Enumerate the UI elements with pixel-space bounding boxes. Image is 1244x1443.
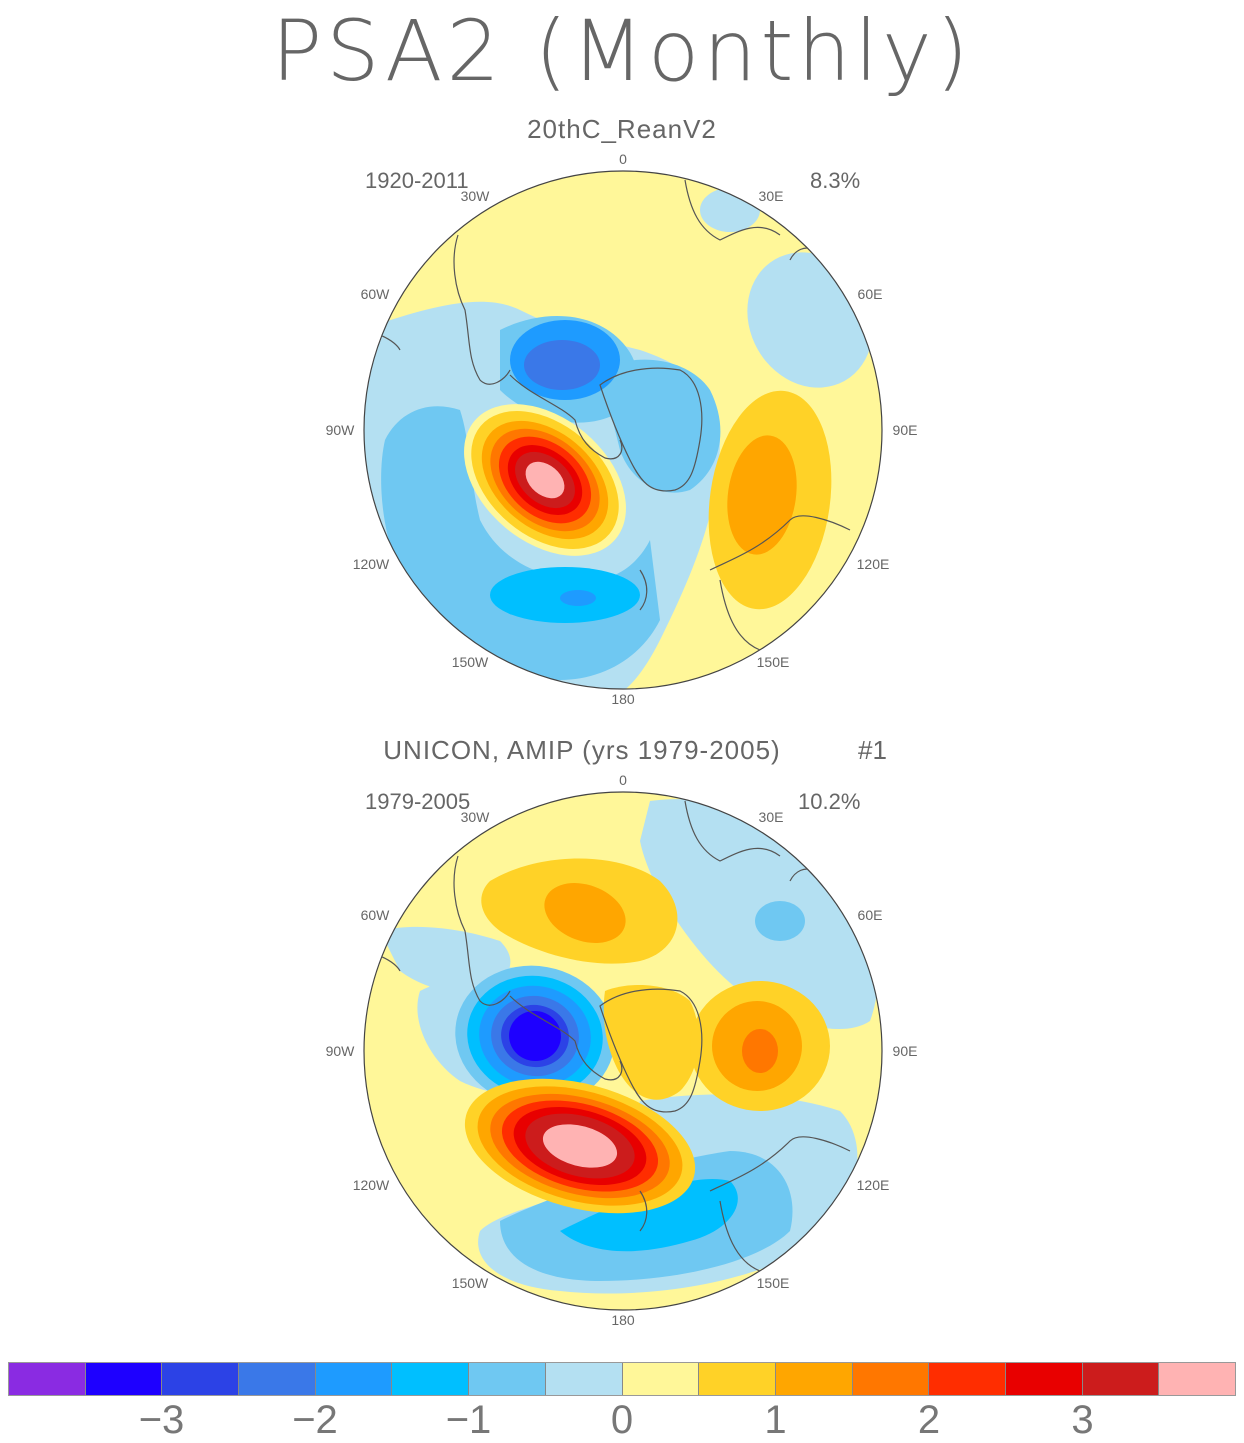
p2-lon-150w: 150W bbox=[452, 1275, 489, 1291]
colorbar-swatch bbox=[775, 1363, 853, 1395]
p2-lon-30w: 30W bbox=[461, 809, 491, 825]
colorbar-tick-label: −1 bbox=[445, 1398, 492, 1442]
colorbar-tick-label: −3 bbox=[138, 1398, 185, 1442]
p1-lon-120w: 120W bbox=[353, 556, 390, 572]
colorbar-swatch bbox=[9, 1363, 86, 1395]
colorbar-tick-label: 2 bbox=[917, 1398, 941, 1442]
colorbar-swatch bbox=[545, 1363, 623, 1395]
p1-lon-0: 0 bbox=[619, 151, 627, 167]
p1-lon-120e: 120E bbox=[857, 556, 890, 572]
p2-lon-0: 0 bbox=[619, 772, 627, 788]
p1-lon-30e: 30E bbox=[759, 188, 784, 204]
p2-lon-180: 180 bbox=[611, 1312, 635, 1328]
colorbar-swatch bbox=[1159, 1363, 1235, 1395]
p2-lon-60e: 60E bbox=[858, 907, 883, 923]
colorbar-swatch bbox=[929, 1363, 1006, 1395]
p1-lon-150w: 150W bbox=[452, 654, 489, 670]
p1-lon-180: 180 bbox=[611, 691, 635, 707]
colorbar bbox=[8, 1362, 1236, 1396]
colorbar-swatch bbox=[852, 1363, 930, 1395]
p2-lon-30e: 30E bbox=[759, 809, 784, 825]
colorbar-tick-label: 1 bbox=[764, 1398, 787, 1442]
colorbar-swatch bbox=[85, 1363, 163, 1395]
colorbar-swatch bbox=[1082, 1363, 1160, 1395]
colorbar-tick-label: −2 bbox=[292, 1398, 338, 1442]
panel2-variance: 10.2% bbox=[798, 789, 861, 814]
p1-lon-60e: 60E bbox=[858, 286, 883, 302]
colorbar-tick-label: 3 bbox=[1071, 1398, 1094, 1442]
panel1-title: 20thC_ReanV2 bbox=[527, 114, 717, 144]
colorbar-swatch bbox=[315, 1363, 393, 1395]
p2-lon-90e: 90E bbox=[893, 1043, 918, 1059]
colorbar-swatch bbox=[469, 1363, 546, 1395]
p2-lon-60w: 60W bbox=[361, 907, 391, 923]
p1-lon-150e: 150E bbox=[757, 654, 790, 670]
colorbar-tick-label: 0 bbox=[610, 1398, 634, 1442]
panel1-map: 0 180 30W 30E 60W 60E 90W 90E 120W 120E … bbox=[326, 151, 918, 707]
p1-lon-60w: 60W bbox=[361, 286, 391, 302]
p1-lon-90w: 90W bbox=[326, 422, 356, 438]
p1-lon-90e: 90E bbox=[893, 422, 918, 438]
figure-title: PSA2 (Monthly) bbox=[271, 2, 973, 100]
panel2-map: 0 180 30W 30E 60W 60E 90W 90E 120W 120E … bbox=[326, 772, 918, 1328]
colorbar-swatch bbox=[622, 1363, 700, 1395]
p2-lon-120e: 120E bbox=[857, 1177, 890, 1193]
colorbar-swatch bbox=[1005, 1363, 1083, 1395]
panel2-title: UNICON, AMIP (yrs 1979-2005) bbox=[383, 735, 781, 765]
p2-lon-120w: 120W bbox=[353, 1177, 390, 1193]
panel1-variance: 8.3% bbox=[810, 168, 861, 193]
panel2-extra-label: #1 bbox=[858, 735, 887, 765]
colorbar-swatch bbox=[699, 1363, 776, 1395]
colorbar-swatch bbox=[239, 1363, 316, 1395]
panel2-period: 1979-2005 bbox=[365, 789, 471, 814]
colorbar-swatch bbox=[162, 1363, 240, 1395]
panel1-period: 1920-2011 bbox=[365, 168, 469, 193]
p1-lon-30w: 30W bbox=[461, 188, 491, 204]
colorbar-swatch bbox=[392, 1363, 470, 1395]
p2-lon-150e: 150E bbox=[757, 1275, 790, 1291]
p2-lon-90w: 90W bbox=[326, 1043, 356, 1059]
